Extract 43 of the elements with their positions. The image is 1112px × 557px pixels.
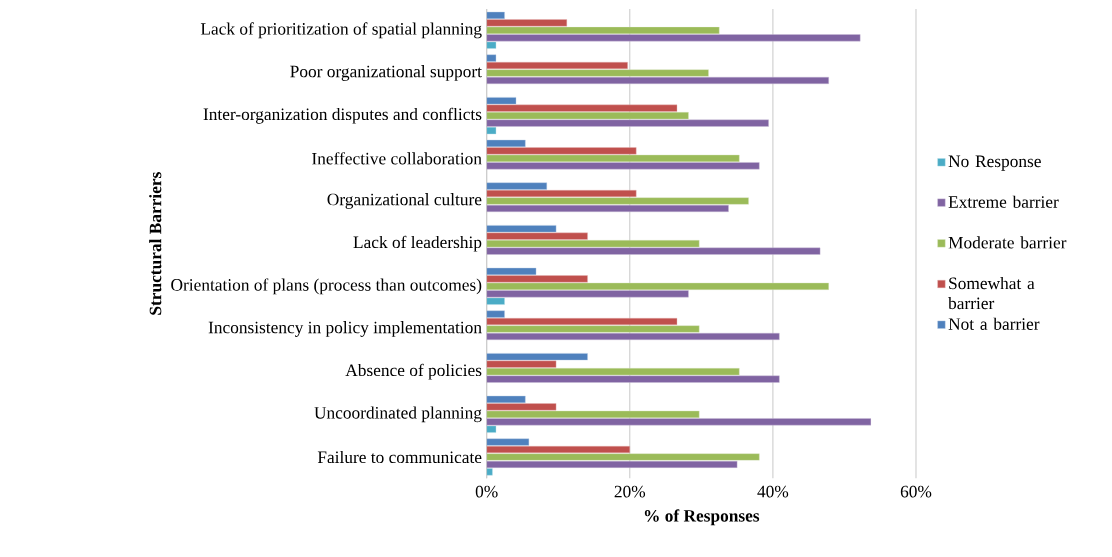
bar [486, 197, 749, 205]
bar [486, 418, 872, 426]
bar [486, 290, 689, 298]
y-tick-label: Inconsistency in policy implementation [208, 321, 482, 337]
bar [486, 453, 760, 461]
y-tick-label: Failure to communicate [317, 450, 482, 464]
bar [486, 425, 497, 433]
bar [486, 297, 505, 305]
y-tick-label: Inter-organization disputes and conflicts [203, 107, 482, 124]
bar [486, 468, 493, 476]
x-tick-label: 0% [475, 485, 498, 498]
legend-label: Extreme barrier [948, 195, 1059, 208]
y-tick-label: Uncoordinated planning [314, 406, 482, 423]
y-tick-label: Lack of prioritization of spatial planning [200, 22, 482, 39]
bar [486, 147, 637, 155]
y-tick-label: Lack of leadership [353, 235, 482, 252]
bar [486, 247, 821, 255]
x-tick-label: 20% [614, 485, 646, 498]
y-tick-label: Organizational culture [327, 193, 482, 209]
legend-label: Moderate barrier [948, 236, 1067, 249]
bar [486, 460, 738, 468]
x-tick-label: 60% [900, 485, 932, 498]
y-axis-title: Structural Barriers [149, 172, 162, 315]
x-axis-title: % of Responses [644, 509, 760, 526]
bar [486, 34, 861, 42]
bar [486, 127, 497, 135]
bar [486, 375, 780, 383]
legend-label: Somewhat a barrier [948, 277, 1035, 310]
y-tick-label: Ineffective collaboration [312, 152, 482, 165]
y-tick-label: Absence of policies [345, 363, 482, 380]
legend-label: Not a barrier [948, 317, 1040, 330]
y-tick-label: Orientation of plans (process than outcomes) [171, 278, 482, 295]
y-tick-label: Poor organizational support [290, 65, 482, 81]
x-tick-label: 40% [757, 485, 789, 498]
bar [486, 162, 760, 170]
bar [486, 76, 829, 84]
bar [486, 204, 729, 212]
bar [486, 69, 709, 77]
legend-label: No Response [948, 155, 1041, 171]
bar [486, 41, 497, 49]
bar [486, 325, 700, 333]
bar [486, 332, 780, 341]
bar [486, 119, 769, 127]
